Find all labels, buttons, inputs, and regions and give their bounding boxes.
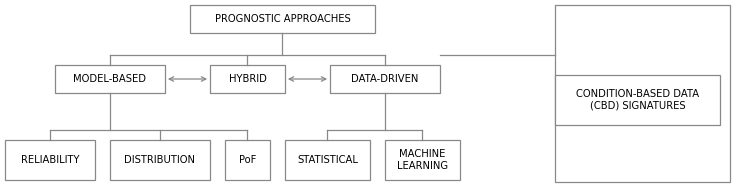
Bar <box>5 140 95 180</box>
Bar <box>555 75 720 125</box>
Text: HYBRID: HYBRID <box>228 74 267 84</box>
Bar <box>110 140 210 180</box>
Bar <box>385 140 460 180</box>
Text: MACHINE
LEARNING: MACHINE LEARNING <box>397 149 448 171</box>
Bar <box>190 5 375 33</box>
Text: MODEL-BASED: MODEL-BASED <box>74 74 147 84</box>
Text: PROGNOSTIC APPROACHES: PROGNOSTIC APPROACHES <box>214 14 350 24</box>
Bar <box>225 140 270 180</box>
Text: RELIABILITY: RELIABILITY <box>21 155 80 165</box>
Bar <box>210 65 285 93</box>
Bar <box>285 140 370 180</box>
Text: DATA-DRIVEN: DATA-DRIVEN <box>352 74 419 84</box>
Bar <box>55 65 165 93</box>
Text: PoF: PoF <box>239 155 256 165</box>
Bar <box>330 65 440 93</box>
Text: STATISTICAL: STATISTICAL <box>297 155 358 165</box>
Bar <box>555 5 730 182</box>
Text: CONDITION-BASED DATA
(CBD) SIGNATURES: CONDITION-BASED DATA (CBD) SIGNATURES <box>576 89 699 111</box>
Text: DISTRIBUTION: DISTRIBUTION <box>125 155 195 165</box>
